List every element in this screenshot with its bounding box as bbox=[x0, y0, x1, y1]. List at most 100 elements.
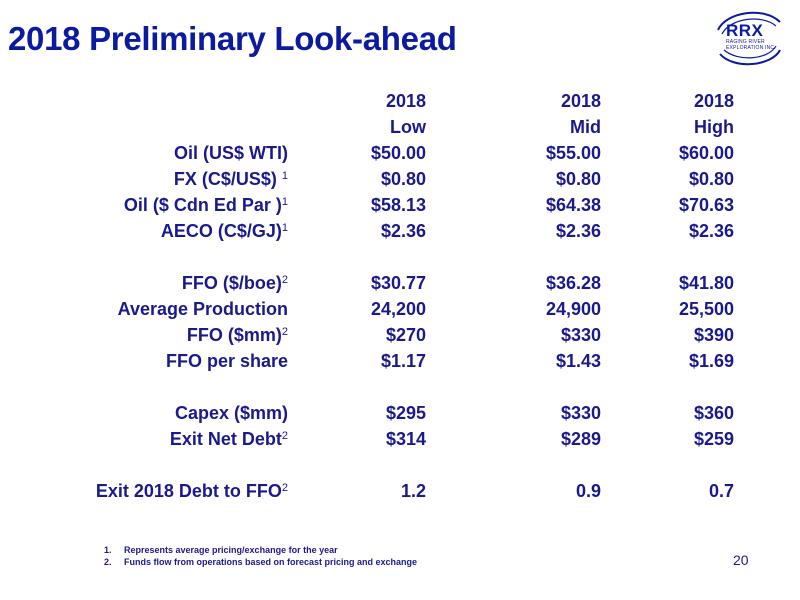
cell-mid: $0.80 bbox=[555, 169, 601, 189]
row-label: Capex ($mm) bbox=[40, 400, 288, 426]
cell-low: 1.2 bbox=[400, 481, 426, 501]
rrx-logo-swirl bbox=[717, 11, 781, 66]
row-label-text: Exit Net Debt bbox=[169, 429, 282, 449]
cell-high: $259 bbox=[693, 429, 734, 449]
cell-low: $270 bbox=[385, 325, 426, 345]
table-row: FFO per share $1.17 $1.43 $1.69 bbox=[40, 348, 734, 374]
table-row: Exit 2018 Debt to FFO2 1.2 0.9 0.7 bbox=[40, 478, 734, 504]
row-label: Oil ($ Cdn Ed Par )1 bbox=[40, 192, 288, 218]
cell-high: $1.69 bbox=[688, 351, 734, 371]
cell-low: $30.77 bbox=[370, 273, 426, 293]
row-label: FFO ($mm)2 bbox=[40, 322, 288, 348]
row-label: FFO ($/boe)2 bbox=[40, 270, 288, 296]
row-label: Average Production bbox=[40, 296, 288, 322]
cell-mid: $289 bbox=[560, 429, 601, 449]
row-label: FX (C$/US$) 1 bbox=[40, 166, 288, 192]
header-year-row: 2018 2018 2018 bbox=[40, 88, 734, 114]
row-label-text: Exit 2018 Debt to FFO bbox=[95, 481, 282, 501]
row-label-text: FFO ($mm) bbox=[186, 325, 282, 345]
cell-high: $390 bbox=[693, 325, 734, 345]
header-year-low: 2018 bbox=[385, 91, 426, 111]
footnote-ref: 2 bbox=[281, 274, 288, 286]
cell-mid: $330 bbox=[560, 403, 601, 423]
cell-low: $314 bbox=[385, 429, 426, 449]
row-label-text: Oil (US$ WTI) bbox=[174, 143, 288, 163]
logo-subline-1: RAGING RIVER bbox=[726, 39, 765, 45]
spacer-row bbox=[40, 244, 734, 270]
spacer-cell bbox=[40, 244, 734, 270]
cell-high: 0.7 bbox=[708, 481, 734, 501]
cell-mid: $2.36 bbox=[555, 221, 601, 241]
row-label-text: FX (C$/US$) bbox=[173, 169, 282, 189]
cell-low: $0.80 bbox=[380, 169, 426, 189]
footnote-ref: 2 bbox=[281, 430, 288, 442]
spacer-row bbox=[40, 452, 734, 478]
cell-high: $41.80 bbox=[678, 273, 734, 293]
cell-high: $70.63 bbox=[678, 195, 734, 215]
logo-subline-2: EXPLORATION INC. bbox=[726, 45, 776, 51]
row-label: Exit 2018 Debt to FFO2 bbox=[40, 478, 288, 504]
row-label-text: Average Production bbox=[117, 299, 288, 319]
footnote-item: 2. Funds flow from operations based on f… bbox=[104, 556, 417, 568]
header-year-high: 2018 bbox=[693, 91, 734, 111]
page-number: 20 bbox=[733, 552, 749, 568]
row-label: FFO per share bbox=[40, 348, 288, 374]
cell-mid: $36.28 bbox=[545, 273, 601, 293]
cell-high: $360 bbox=[693, 403, 734, 423]
footnote-text: Funds flow from operations based on fore… bbox=[124, 557, 418, 567]
row-label-text: FFO per share bbox=[165, 351, 288, 371]
header-case-low: Low bbox=[390, 117, 426, 137]
table-row: Oil (US$ WTI) $50.00 $55.00 $60.00 bbox=[40, 140, 734, 166]
footnote-number: 1. bbox=[104, 545, 112, 555]
table-row: Oil ($ Cdn Ed Par )1 $58.13 $64.38 $70.6… bbox=[40, 192, 734, 218]
header-case-high: High bbox=[694, 117, 734, 137]
footnote-ref: 2 bbox=[281, 482, 288, 494]
cell-low: $58.13 bbox=[370, 195, 426, 215]
footnotes: 1. Represents average pricing/exchange f… bbox=[104, 544, 417, 568]
cell-low: $1.17 bbox=[380, 351, 426, 371]
header-case-row: Low Mid High bbox=[40, 114, 734, 140]
cell-mid: 0.9 bbox=[575, 481, 601, 501]
row-label-text: FFO ($/boe) bbox=[181, 273, 282, 293]
cell-mid: $55.00 bbox=[545, 143, 601, 163]
table-row: FFO ($/boe)2 $30.77 $36.28 $41.80 bbox=[40, 270, 734, 296]
table-row: Capex ($mm) $295 $330 $360 bbox=[40, 400, 734, 426]
header-label-cell bbox=[40, 114, 288, 140]
row-label: AECO (C$/GJ)1 bbox=[40, 218, 288, 244]
cell-mid: $330 bbox=[560, 325, 601, 345]
header-label-cell bbox=[40, 88, 288, 114]
cell-high: 25,500 bbox=[678, 299, 734, 319]
footnote-ref: 1 bbox=[281, 170, 288, 182]
table-row: Average Production 24,200 24,900 25,500 bbox=[40, 296, 734, 322]
header-year-mid: 2018 bbox=[560, 91, 601, 111]
footnote-number: 2. bbox=[104, 557, 112, 567]
logo-wordmark: RRX bbox=[726, 21, 764, 40]
cell-mid: $1.43 bbox=[555, 351, 601, 371]
rrx-logo: RRX RAGING RIVER EXPLORATION INC. bbox=[726, 22, 786, 51]
row-label: Exit Net Debt2 bbox=[40, 426, 288, 452]
cell-mid: $64.38 bbox=[545, 195, 601, 215]
header-case-mid: Mid bbox=[570, 117, 601, 137]
cell-mid: 24,900 bbox=[545, 299, 601, 319]
cell-high: $2.36 bbox=[688, 221, 734, 241]
table-row: FFO ($mm)2 $270 $330 $390 bbox=[40, 322, 734, 348]
table-row: FX (C$/US$) 1 $0.80 $0.80 $0.80 bbox=[40, 166, 734, 192]
table-row: Exit Net Debt2 $314 $289 $259 bbox=[40, 426, 734, 452]
cell-high: $0.80 bbox=[688, 169, 734, 189]
row-label-text: AECO (C$/GJ) bbox=[160, 221, 282, 241]
footnote-item: 1. Represents average pricing/exchange f… bbox=[104, 544, 417, 556]
spacer-cell bbox=[40, 374, 734, 400]
cell-low: $295 bbox=[385, 403, 426, 423]
spacer-cell bbox=[40, 452, 734, 478]
row-label: Oil (US$ WTI) bbox=[40, 140, 288, 166]
cell-high: $60.00 bbox=[678, 143, 734, 163]
footnote-ref: 1 bbox=[281, 196, 288, 208]
footnote-ref: 1 bbox=[281, 222, 288, 234]
cell-low: $2.36 bbox=[380, 221, 426, 241]
footnote-text: Represents average pricing/exchange for … bbox=[124, 545, 338, 555]
lookahead-table: 2018 2018 2018 Low Mid High Oil (US$ WTI… bbox=[40, 88, 734, 504]
cell-low: $50.00 bbox=[370, 143, 426, 163]
spacer-row bbox=[40, 374, 734, 400]
row-label-text: Capex ($mm) bbox=[174, 403, 288, 423]
page-title: 2018 Preliminary Look-ahead bbox=[8, 20, 457, 57]
